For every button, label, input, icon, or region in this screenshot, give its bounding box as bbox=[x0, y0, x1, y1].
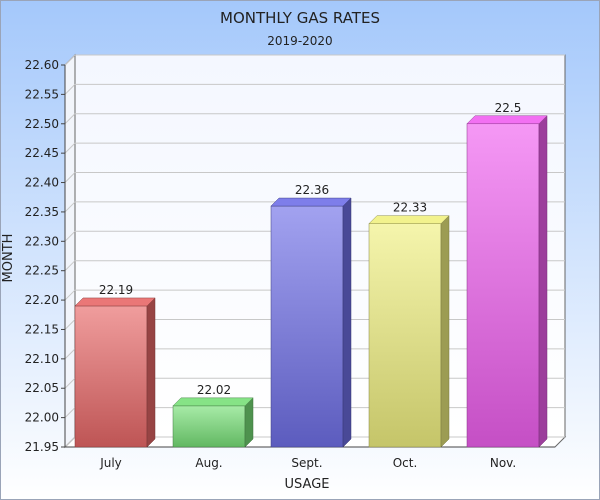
y-axis-title: MONTH bbox=[1, 234, 16, 283]
x-tick-label: July bbox=[99, 456, 122, 470]
gridline-side bbox=[64, 319, 76, 330]
y-tick-label: 22.10 bbox=[25, 352, 59, 366]
bar-top bbox=[172, 397, 254, 407]
gridline-side bbox=[64, 172, 76, 183]
gridline-side bbox=[64, 142, 76, 154]
bar-top bbox=[270, 197, 352, 207]
value-label: 22.02 bbox=[197, 383, 231, 397]
gridline-side bbox=[64, 260, 76, 272]
gridline-side bbox=[64, 113, 76, 125]
bar-aug bbox=[172, 397, 254, 448]
bar-july bbox=[74, 297, 156, 448]
bar-front bbox=[466, 123, 540, 448]
y-tick-label: 22.45 bbox=[25, 146, 59, 160]
x-tick-label: Aug. bbox=[195, 456, 222, 470]
gridline-side bbox=[64, 289, 76, 301]
y-tick-label: 22.40 bbox=[25, 176, 59, 190]
bar-side bbox=[342, 197, 352, 448]
gridline-side bbox=[64, 407, 76, 418]
chart-subtitle: 2019-2020 bbox=[267, 34, 332, 48]
bar-side bbox=[146, 297, 156, 448]
gridline-side bbox=[64, 436, 76, 448]
gridline-side bbox=[64, 348, 76, 360]
bar-top bbox=[74, 297, 156, 307]
bar-sept bbox=[270, 197, 352, 448]
gridline-side bbox=[64, 230, 76, 242]
bar-nov bbox=[466, 115, 548, 448]
bar-front bbox=[368, 223, 442, 448]
y-tick-label: 22.55 bbox=[25, 87, 59, 101]
gridline-side bbox=[64, 377, 76, 389]
gridline-side bbox=[64, 201, 76, 213]
x-axis-title: USAGE bbox=[285, 477, 330, 492]
bar-top bbox=[368, 215, 450, 224]
bar-side bbox=[440, 215, 450, 448]
plot-side-wall bbox=[64, 53, 76, 449]
value-label: 22.5 bbox=[495, 101, 522, 115]
chart-title: MONTHLY GAS RATES bbox=[220, 9, 380, 27]
bar-front bbox=[172, 405, 246, 448]
y-tick-label: 22.05 bbox=[25, 381, 59, 395]
y-tick-label: 22.30 bbox=[25, 234, 59, 248]
x-tick-label: Sept. bbox=[291, 456, 322, 470]
x-axis-labels: July Aug. Sept. Oct. Nov. bbox=[99, 456, 516, 470]
gridline-side bbox=[64, 54, 76, 66]
bar-side bbox=[538, 115, 548, 448]
bar-front bbox=[74, 305, 148, 448]
y-tick-label: 22.00 bbox=[25, 411, 59, 425]
bar-top bbox=[466, 115, 548, 125]
y-tick-label: 22.60 bbox=[25, 58, 59, 72]
bars: 22.19 22.02 22.36 22.33 22.5 bbox=[74, 101, 548, 448]
y-tick-label: 22.20 bbox=[25, 293, 59, 307]
value-label: 22.36 bbox=[295, 183, 329, 197]
bar-side bbox=[244, 397, 254, 448]
gridline-side bbox=[64, 84, 76, 95]
y-tick-label: 22.35 bbox=[25, 205, 59, 219]
x-tick-label: Nov. bbox=[490, 456, 516, 470]
y-tick-label: 22.50 bbox=[25, 117, 59, 131]
y-tick-label: 22.15 bbox=[25, 322, 59, 336]
y-tick-label: 22.25 bbox=[25, 264, 59, 278]
y-tick-label: 21.95 bbox=[25, 440, 59, 454]
x-tick-label: Oct. bbox=[393, 456, 418, 470]
bar-oct bbox=[368, 215, 450, 448]
value-label: 22.33 bbox=[393, 201, 427, 215]
value-label: 22.19 bbox=[99, 283, 133, 297]
bar-front bbox=[270, 205, 344, 448]
